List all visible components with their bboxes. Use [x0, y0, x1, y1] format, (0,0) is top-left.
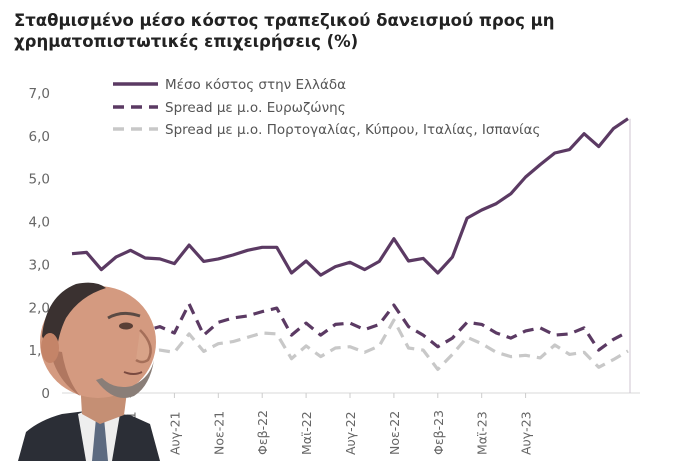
beard	[96, 360, 154, 398]
x-tick-label: Νοε-21	[211, 411, 226, 455]
chart-title: Σταθμισμένο μέσο κόστος τραπεζικού δανει…	[14, 11, 555, 51]
mouth	[123, 371, 143, 375]
x-tick-label: Νοε-22	[387, 411, 402, 455]
series-line-greece-average	[71, 117, 629, 277]
y-tick-label: 5,0	[29, 172, 50, 188]
series-line-spread-eurozone	[71, 302, 629, 352]
y-tick-label: 6,0	[29, 129, 50, 145]
face-shadow	[50, 350, 80, 396]
x-tick-label: Αυγ-22	[343, 411, 358, 455]
nose	[135, 329, 152, 364]
y-tick-label: 7,0	[29, 86, 50, 102]
x-tick-label: Φεβ-22	[255, 410, 270, 455]
legend-label: Μέσο κόστος στην Ελλάδα	[165, 77, 346, 93]
series-layer	[71, 117, 631, 393]
hair	[42, 282, 106, 356]
x-tick-label: Αυγ-23	[519, 411, 534, 455]
x-tick-label: Μαϊ-23	[475, 411, 490, 455]
y-tick-label: 0	[41, 386, 50, 402]
x-tick-label: Φεβ-23	[431, 410, 446, 455]
x-tick-label: Αυγ-21	[167, 411, 182, 455]
legend-label: Spread με μ.ο. Πορτογαλίας, Κύπρου, Ιταλ…	[165, 122, 540, 138]
legend-label: Spread με μ.ο. Ευρωζώνης	[165, 100, 346, 116]
y-tick-label: 3,0	[29, 257, 50, 273]
series-line-spread-south	[71, 318, 629, 371]
necktie	[92, 418, 108, 461]
person-photo	[18, 282, 160, 461]
y-tick-label: 4,0	[29, 215, 50, 231]
x-tick-label: Μαϊ-22	[299, 411, 314, 455]
eye	[119, 322, 133, 330]
ear	[41, 333, 59, 363]
legend: Μέσο κόστος στην Ελλάδα Spread με μ.ο. Ευ…	[113, 77, 540, 138]
legend-item-spread-eurozone: Spread με μ.ο. Ευρωζώνης	[113, 100, 346, 116]
legend-item-greece-average: Μέσο κόστος στην Ελλάδα	[113, 77, 346, 93]
y-tick-label: 2,0	[29, 300, 50, 316]
eyebrow	[107, 311, 141, 320]
legend-item-spread-south: Spread με μ.ο. Πορτογαλίας, Κύπρου, Ιταλ…	[113, 122, 540, 138]
